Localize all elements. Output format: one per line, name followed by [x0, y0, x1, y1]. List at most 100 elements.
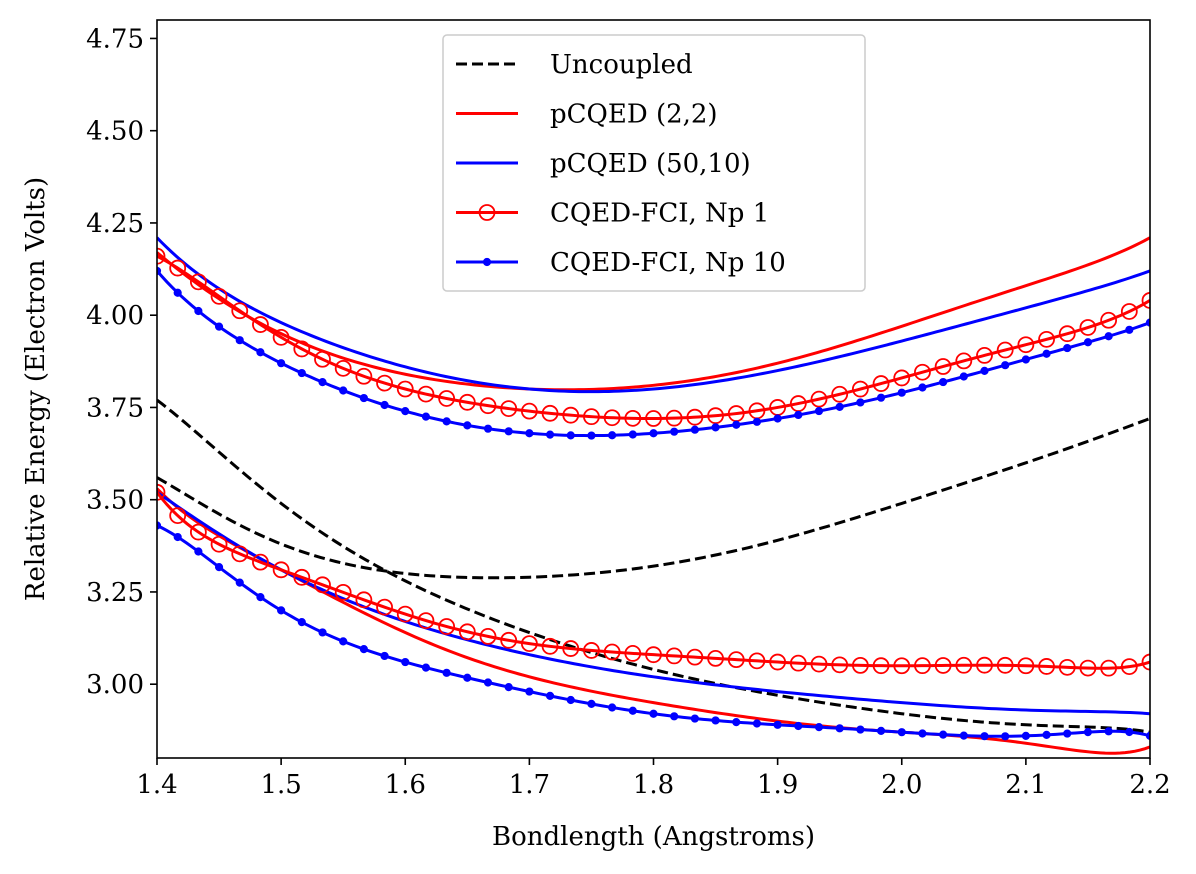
data-point — [314, 576, 331, 594]
data-point — [665, 409, 683, 427]
data-point — [235, 336, 244, 345]
data-point — [893, 369, 911, 387]
data-point — [169, 507, 187, 525]
data-point — [897, 728, 906, 737]
data-point — [318, 628, 327, 637]
data-point — [417, 612, 435, 629]
data-point — [851, 656, 869, 674]
data-point — [976, 656, 993, 674]
data-point — [752, 417, 762, 426]
data-point — [752, 719, 762, 728]
data-point — [665, 647, 683, 665]
data-point — [748, 652, 766, 670]
data-point — [1017, 657, 1035, 675]
series-cqed-fci-np-1 — [157, 483, 1150, 677]
data-point — [1100, 659, 1118, 677]
data-point — [1104, 727, 1113, 736]
data-point — [914, 363, 931, 381]
data-point — [1001, 361, 1010, 370]
data-point — [483, 424, 493, 433]
data-point — [339, 386, 348, 395]
data-point — [562, 640, 580, 657]
data-point — [318, 378, 327, 387]
data-point — [583, 408, 600, 426]
x-tick-label: 1.7 — [509, 770, 550, 800]
data-point — [624, 409, 642, 427]
data-point — [566, 695, 575, 705]
data-point — [980, 732, 989, 741]
data-point — [272, 561, 290, 579]
data-point — [421, 663, 431, 672]
x-axis-label: Bondlength (Angstroms) — [492, 822, 815, 852]
data-point — [876, 726, 886, 735]
data-point — [628, 706, 637, 715]
data-point — [1021, 731, 1030, 740]
data-point — [1083, 338, 1093, 347]
data-point — [339, 637, 348, 646]
y-tick-label: 3.25 — [86, 578, 144, 608]
series-line — [157, 236, 1150, 394]
data-point — [194, 306, 203, 316]
data-point — [686, 648, 704, 666]
data-point — [442, 668, 451, 677]
data-point — [769, 653, 787, 671]
data-point — [955, 352, 973, 370]
x-tick-label: 1.8 — [633, 770, 674, 800]
data-point — [773, 720, 782, 729]
series-pcqed-50-10 — [157, 491, 1150, 716]
data-point — [980, 366, 989, 375]
data-point — [603, 409, 621, 427]
data-point — [359, 393, 368, 403]
y-axis-label: Relative Energy (Electron Volts) — [21, 177, 51, 601]
series-uncoupled — [157, 417, 1150, 580]
data-point — [293, 340, 311, 358]
data-point — [939, 377, 948, 387]
data-point — [831, 656, 849, 674]
data-point — [732, 718, 741, 727]
data-point — [934, 358, 952, 375]
data-point — [831, 385, 849, 403]
data-point — [396, 605, 414, 623]
data-point — [1145, 731, 1150, 740]
data-point — [959, 731, 968, 740]
legend-item-cqed-fci-np-10: CQED-FCI, Np 10 — [456, 248, 786, 278]
data-point — [380, 651, 389, 661]
data-point — [500, 631, 518, 649]
data-point — [252, 316, 269, 333]
data-point — [277, 359, 286, 368]
data-point — [670, 427, 679, 436]
data-point — [189, 523, 207, 541]
series-uncoupled — [157, 398, 1150, 734]
data-point — [421, 412, 431, 421]
data-point — [587, 431, 596, 440]
data-point — [897, 388, 906, 397]
data-point — [649, 429, 658, 438]
data-point — [334, 583, 352, 601]
data-point — [157, 521, 162, 530]
data-point — [645, 646, 662, 664]
data-point — [1083, 728, 1093, 737]
data-point — [914, 657, 931, 675]
data-point — [1100, 311, 1118, 329]
y-tick-label: 4.75 — [86, 24, 144, 54]
data-point — [500, 400, 518, 417]
data-point — [872, 375, 890, 392]
data-point — [520, 635, 538, 653]
data-point — [458, 393, 476, 411]
data-point — [835, 724, 844, 733]
legend-label: CQED-FCI, Np 10 — [550, 248, 786, 278]
data-point — [173, 532, 182, 542]
data-point — [649, 709, 658, 718]
data-point — [231, 302, 249, 320]
data-point — [686, 408, 704, 426]
y-tick-label: 3.50 — [86, 486, 144, 516]
data-point — [959, 372, 968, 381]
data-point — [603, 643, 621, 661]
data-point — [1125, 727, 1134, 737]
data-point — [479, 397, 497, 415]
data-point — [401, 657, 410, 667]
x-tick-label: 1.9 — [757, 770, 798, 800]
data-point — [1058, 658, 1076, 676]
data-point — [252, 553, 269, 571]
data-point — [773, 414, 782, 423]
